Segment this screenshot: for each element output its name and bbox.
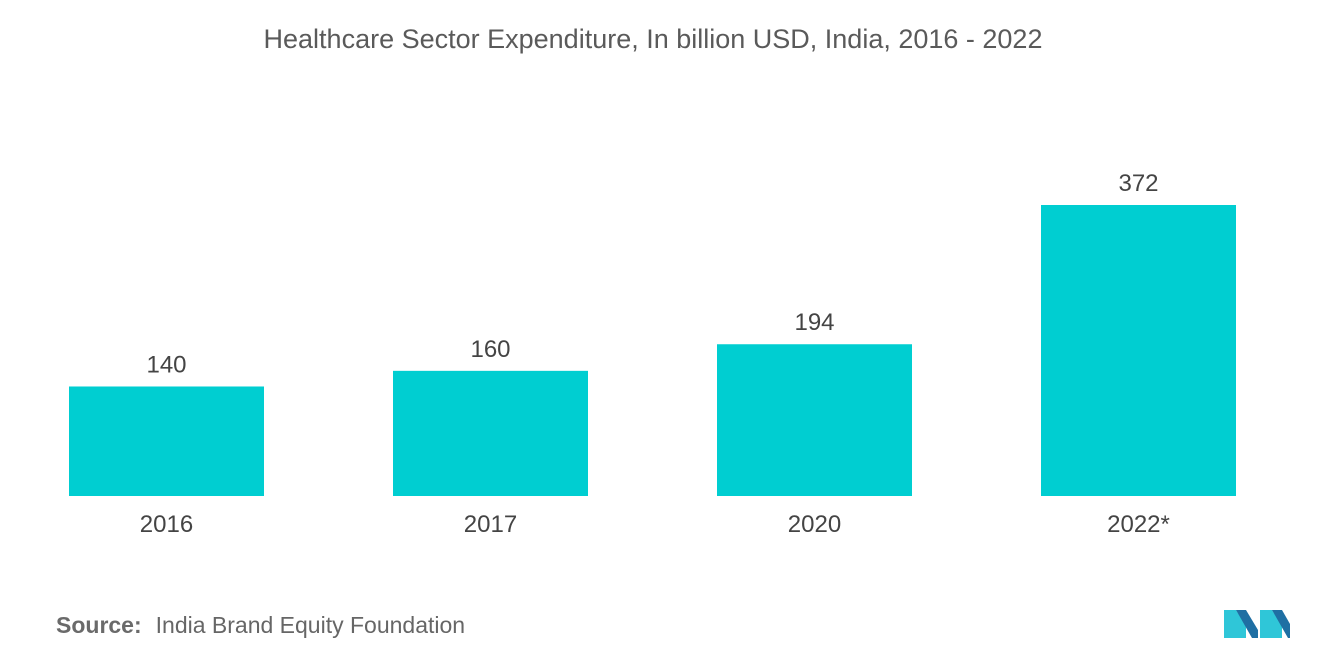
data-label-2020: 194 — [794, 309, 834, 336]
data-label-2022*: 372 — [1118, 170, 1158, 197]
mordor-logo-icon — [1224, 610, 1290, 638]
x-tick-label-2020: 2020 — [788, 511, 841, 538]
x-tick-label-2016: 2016 — [140, 511, 193, 538]
x-tick-label-2022*: 2022* — [1107, 511, 1170, 538]
source-note: Source: India Brand Equity Foundation — [56, 612, 465, 639]
bar-chart: 140 2016 160 2017 194 2020 372 2022* — [69, 170, 1236, 538]
bar-2020 — [717, 344, 912, 496]
bar-2017 — [393, 370, 588, 496]
bar-2016 — [69, 386, 264, 496]
source-text: India Brand Equity Foundation — [155, 612, 466, 638]
data-label-2017: 160 — [470, 336, 510, 363]
bar-2022* — [1041, 205, 1236, 496]
chart-title: Healthcare Sector Expenditure, In billio… — [263, 24, 1043, 54]
x-tick-label-2017: 2017 — [464, 511, 517, 538]
data-label-2016: 140 — [146, 351, 186, 378]
source-label: Source: — [56, 612, 142, 638]
